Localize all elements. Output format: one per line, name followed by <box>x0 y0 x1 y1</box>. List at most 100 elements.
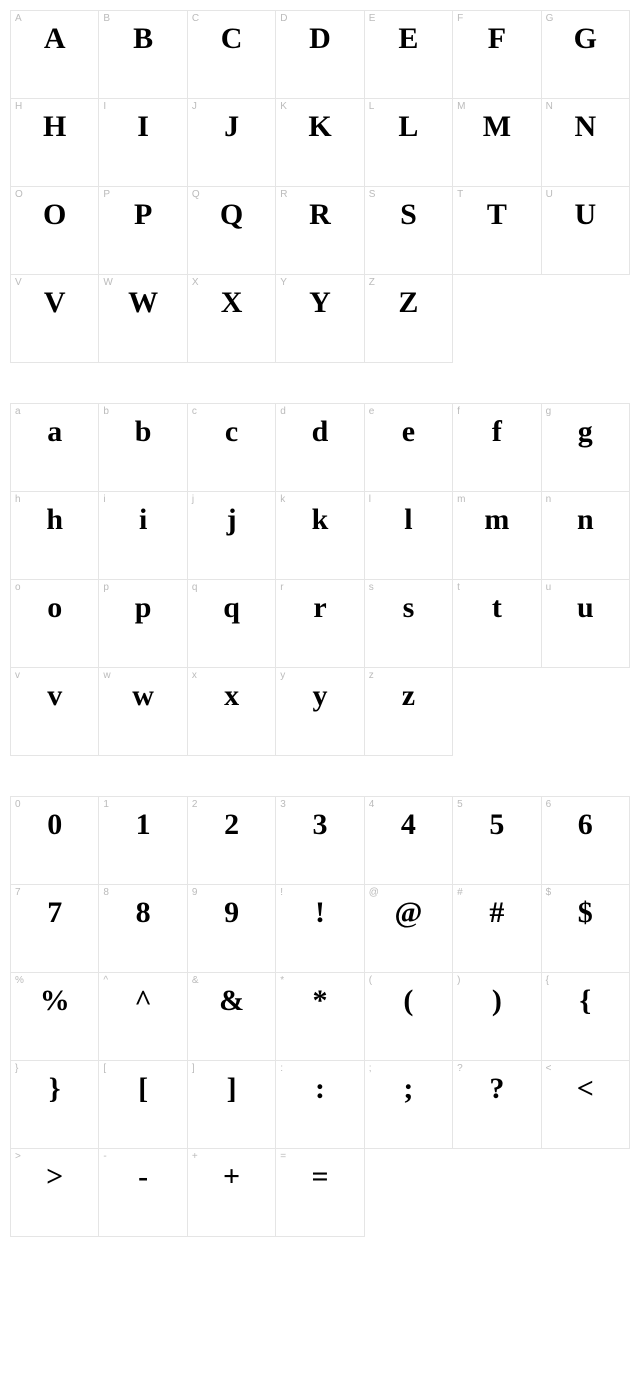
glyph-display: @ <box>365 895 452 931</box>
glyph-cell[interactable]: HH <box>11 99 99 187</box>
glyph-cell[interactable]: bb <box>99 404 187 492</box>
glyph-display: V <box>11 285 98 321</box>
glyph-cell[interactable]: II <box>99 99 187 187</box>
glyph-cell[interactable]: ;; <box>365 1061 453 1149</box>
glyph-cell[interactable]: ++ <box>188 1149 276 1237</box>
glyph-cell[interactable]: rr <box>276 580 364 668</box>
glyph-cell[interactable]: BB <box>99 11 187 99</box>
glyph-cell[interactable]: [[ <box>99 1061 187 1149</box>
glyph-cell[interactable]: ww <box>99 668 187 756</box>
glyph-cell[interactable]: ]] <box>188 1061 276 1149</box>
glyph-cell[interactable]: RR <box>276 187 364 275</box>
glyph-cell[interactable]: AA <box>11 11 99 99</box>
glyph-cell[interactable]: 55 <box>453 797 541 885</box>
glyph-display: x <box>188 678 275 714</box>
glyph-cell[interactable]: tt <box>453 580 541 668</box>
glyph-cell[interactable]: ff <box>453 404 541 492</box>
glyph-cell[interactable]: && <box>188 973 276 1061</box>
glyph-display: q <box>188 590 275 626</box>
glyph-cell[interactable]: -- <box>99 1149 187 1237</box>
glyph-cell[interactable]: 22 <box>188 797 276 885</box>
glyph-cell[interactable]: 66 <box>542 797 630 885</box>
glyph-cell[interactable]: mm <box>453 492 541 580</box>
glyph-cell[interactable]: uu <box>542 580 630 668</box>
glyph-cell[interactable]: aa <box>11 404 99 492</box>
glyph-cell[interactable]: SS <box>365 187 453 275</box>
glyph-cell[interactable]: ?? <box>453 1061 541 1149</box>
glyph-cell[interactable]: qq <box>188 580 276 668</box>
glyph-cell[interactable]: 11 <box>99 797 187 885</box>
glyph-display: 0 <box>11 807 98 843</box>
glyph-cell[interactable]: 99 <box>188 885 276 973</box>
glyph-cell[interactable]: %% <box>11 973 99 1061</box>
glyph-cell[interactable]: FF <box>453 11 541 99</box>
glyph-cell[interactable]: }} <box>11 1061 99 1149</box>
glyph-cell[interactable]: gg <box>542 404 630 492</box>
glyph-cell[interactable]: TT <box>453 187 541 275</box>
glyph-cell[interactable]: EE <box>365 11 453 99</box>
glyph-cell[interactable]: $$ <box>542 885 630 973</box>
glyph-cell[interactable]: >> <box>11 1149 99 1237</box>
glyph-display: C <box>188 21 275 57</box>
glyph-cell[interactable]: 44 <box>365 797 453 885</box>
glyph-cell[interactable]: NN <box>542 99 630 187</box>
glyph-cell[interactable]: cc <box>188 404 276 492</box>
glyph-cell[interactable]: UU <box>542 187 630 275</box>
glyph-cell[interactable]: dd <box>276 404 364 492</box>
glyph-cell[interactable]: hh <box>11 492 99 580</box>
glyph-cell[interactable]: kk <box>276 492 364 580</box>
glyph-cell[interactable]: ZZ <box>365 275 453 363</box>
glyph-cell[interactable]: ee <box>365 404 453 492</box>
glyph-cell[interactable]: 00 <box>11 797 99 885</box>
glyph-cell[interactable]: ^^ <box>99 973 187 1061</box>
glyph-cell[interactable]: ## <box>453 885 541 973</box>
glyph-cell[interactable]: ** <box>276 973 364 1061</box>
glyph-cell[interactable]: (( <box>365 973 453 1061</box>
glyph-display: $ <box>542 895 629 931</box>
glyph-cell[interactable]: zz <box>365 668 453 756</box>
glyph-cell[interactable]: << <box>542 1061 630 1149</box>
glyph-cell[interactable]: XX <box>188 275 276 363</box>
glyph-cell[interactable]: PP <box>99 187 187 275</box>
glyph-cell[interactable]: VV <box>11 275 99 363</box>
glyph-display: N <box>542 109 629 145</box>
glyph-cell[interactable]: :: <box>276 1061 364 1149</box>
glyph-cell[interactable]: YY <box>276 275 364 363</box>
glyph-cell[interactable]: xx <box>188 668 276 756</box>
glyph-cell[interactable]: 88 <box>99 885 187 973</box>
glyph-display: f <box>453 414 540 450</box>
glyph-cell[interactable]: !! <box>276 885 364 973</box>
glyph-cell[interactable]: pp <box>99 580 187 668</box>
glyph-cell[interactable]: {{ <box>542 973 630 1061</box>
glyph-cell[interactable]: CC <box>188 11 276 99</box>
glyph-cell[interactable]: vv <box>11 668 99 756</box>
glyph-cell[interactable]: KK <box>276 99 364 187</box>
glyph-cell[interactable]: JJ <box>188 99 276 187</box>
glyph-display: E <box>365 21 452 57</box>
glyph-cell[interactable]: oo <box>11 580 99 668</box>
glyph-cell[interactable]: DD <box>276 11 364 99</box>
glyph-display: U <box>542 197 629 233</box>
glyph-cell[interactable]: ll <box>365 492 453 580</box>
glyph-cell[interactable]: WW <box>99 275 187 363</box>
glyph-cell[interactable]: OO <box>11 187 99 275</box>
glyph-display: ^ <box>99 983 186 1019</box>
glyph-cell[interactable]: ii <box>99 492 187 580</box>
glyph-display: } <box>11 1071 98 1107</box>
glyph-cell[interactable]: LL <box>365 99 453 187</box>
glyph-cell[interactable]: == <box>276 1149 364 1237</box>
glyph-display: Y <box>276 285 363 321</box>
glyph-cell[interactable]: @@ <box>365 885 453 973</box>
glyph-cell[interactable]: 33 <box>276 797 364 885</box>
glyph-cell[interactable]: MM <box>453 99 541 187</box>
glyph-cell[interactable]: 77 <box>11 885 99 973</box>
glyph-cell[interactable]: ss <box>365 580 453 668</box>
glyph-display: i <box>99 502 186 538</box>
glyph-cell[interactable]: )) <box>453 973 541 1061</box>
glyph-cell[interactable]: nn <box>542 492 630 580</box>
empty-cell <box>542 668 630 756</box>
glyph-cell[interactable]: yy <box>276 668 364 756</box>
glyph-cell[interactable]: jj <box>188 492 276 580</box>
glyph-cell[interactable]: GG <box>542 11 630 99</box>
glyph-cell[interactable]: QQ <box>188 187 276 275</box>
